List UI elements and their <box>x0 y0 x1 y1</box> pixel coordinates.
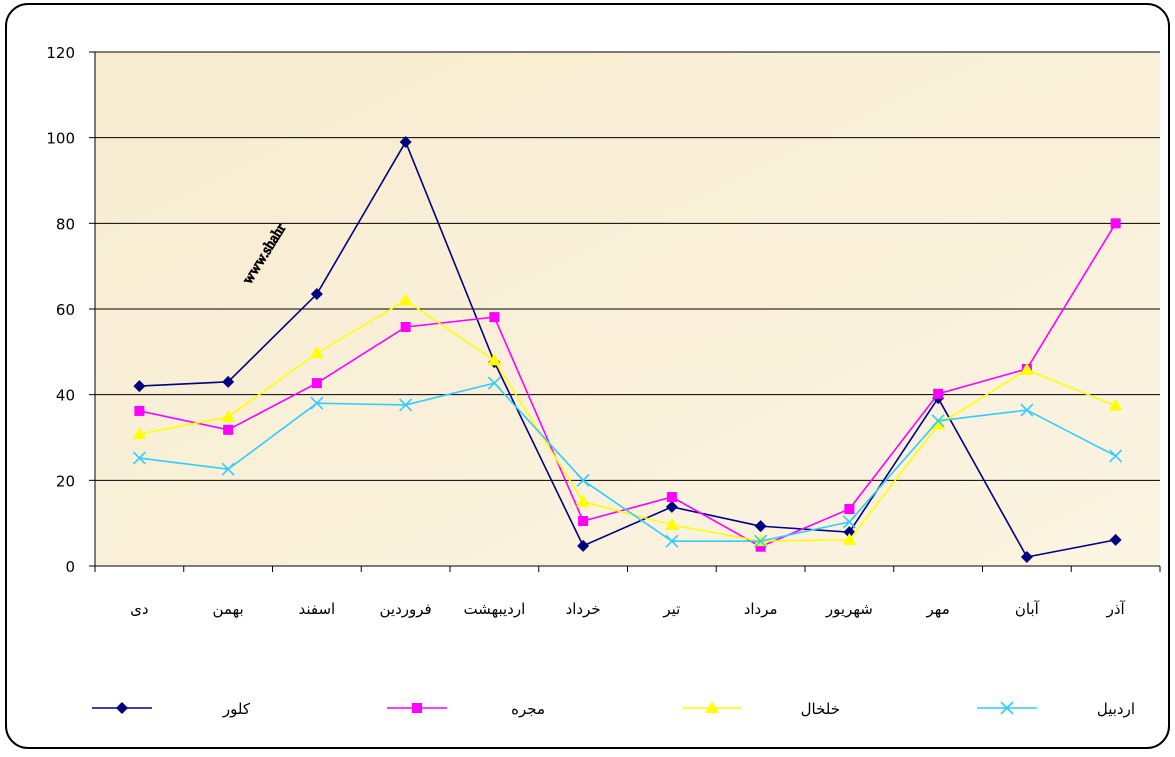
data-point <box>754 534 768 548</box>
data-point <box>665 500 678 513</box>
x-tick-label: اردیبهشت <box>463 600 525 618</box>
data-point <box>487 376 501 390</box>
x-tick-label: آذر <box>1106 600 1126 618</box>
data-point <box>754 520 767 533</box>
data-point <box>577 539 590 552</box>
x-tick-label: فروردین <box>380 600 432 618</box>
y-tick-label: 80 <box>56 215 75 233</box>
y-tick-label: 100 <box>46 130 75 148</box>
data-point <box>1109 449 1123 463</box>
data-point <box>309 346 324 359</box>
data-point <box>665 534 679 548</box>
data-point <box>487 353 502 366</box>
data-point <box>1020 403 1034 417</box>
data-point <box>755 541 766 552</box>
data-point <box>222 375 235 388</box>
data-point <box>133 380 146 393</box>
data-point <box>1108 398 1123 411</box>
x-tick-label: خرداد <box>566 600 601 618</box>
data-point <box>398 293 413 306</box>
series-line <box>139 299 1116 542</box>
x-tick-label: آبان <box>1015 600 1040 618</box>
data-point <box>1109 533 1122 546</box>
series-line <box>139 140 1116 558</box>
data-point <box>666 492 677 503</box>
data-point <box>842 532 857 545</box>
data-point <box>221 462 235 476</box>
y-tick-label: 120 <box>46 44 75 62</box>
data-point <box>1020 551 1033 564</box>
data-point <box>1110 218 1121 229</box>
data-point <box>933 388 944 399</box>
data-point <box>310 396 324 410</box>
data-point <box>664 517 679 530</box>
legend-marker <box>705 701 719 713</box>
data-point <box>310 288 323 301</box>
y-tick-label: 0 <box>65 558 75 576</box>
legend-label: کلور <box>222 700 251 718</box>
data-point <box>576 473 590 487</box>
data-point <box>132 451 146 465</box>
data-point <box>400 321 411 332</box>
data-point <box>399 398 413 412</box>
x-tick-label: تیر <box>662 600 680 618</box>
x-tick-label: دی <box>130 600 148 618</box>
x-tick-label: مرداد <box>744 600 778 618</box>
data-point <box>489 312 500 323</box>
series-line <box>139 222 1117 548</box>
y-tick-label: 20 <box>56 472 75 490</box>
y-tick-label: 40 <box>56 387 75 405</box>
legend-marker <box>1000 701 1014 715</box>
legend-label: خلخال <box>801 700 840 718</box>
data-point <box>931 414 945 428</box>
data-point <box>842 515 856 529</box>
x-tick-label: اسفند <box>299 600 336 618</box>
data-point <box>223 424 234 435</box>
data-point <box>844 504 855 515</box>
legend-label: اردبیل <box>1097 700 1135 718</box>
legend-marker <box>412 703 422 713</box>
data-point <box>1019 362 1034 375</box>
x-tick-label: شهریور <box>825 600 873 618</box>
x-tick-label: مهر <box>926 600 950 618</box>
data-point <box>576 494 591 507</box>
y-tick-label: 60 <box>56 301 75 319</box>
data-point <box>931 417 946 430</box>
data-point <box>578 516 589 527</box>
data-point <box>134 405 145 416</box>
data-point <box>132 427 147 440</box>
data-point <box>311 378 322 389</box>
data-point <box>399 135 412 148</box>
series-line <box>139 382 1116 542</box>
legend-marker <box>116 702 128 714</box>
legend-label: مجره <box>511 700 545 718</box>
data-point <box>221 409 236 422</box>
x-tick-label: بهمن <box>213 600 244 618</box>
